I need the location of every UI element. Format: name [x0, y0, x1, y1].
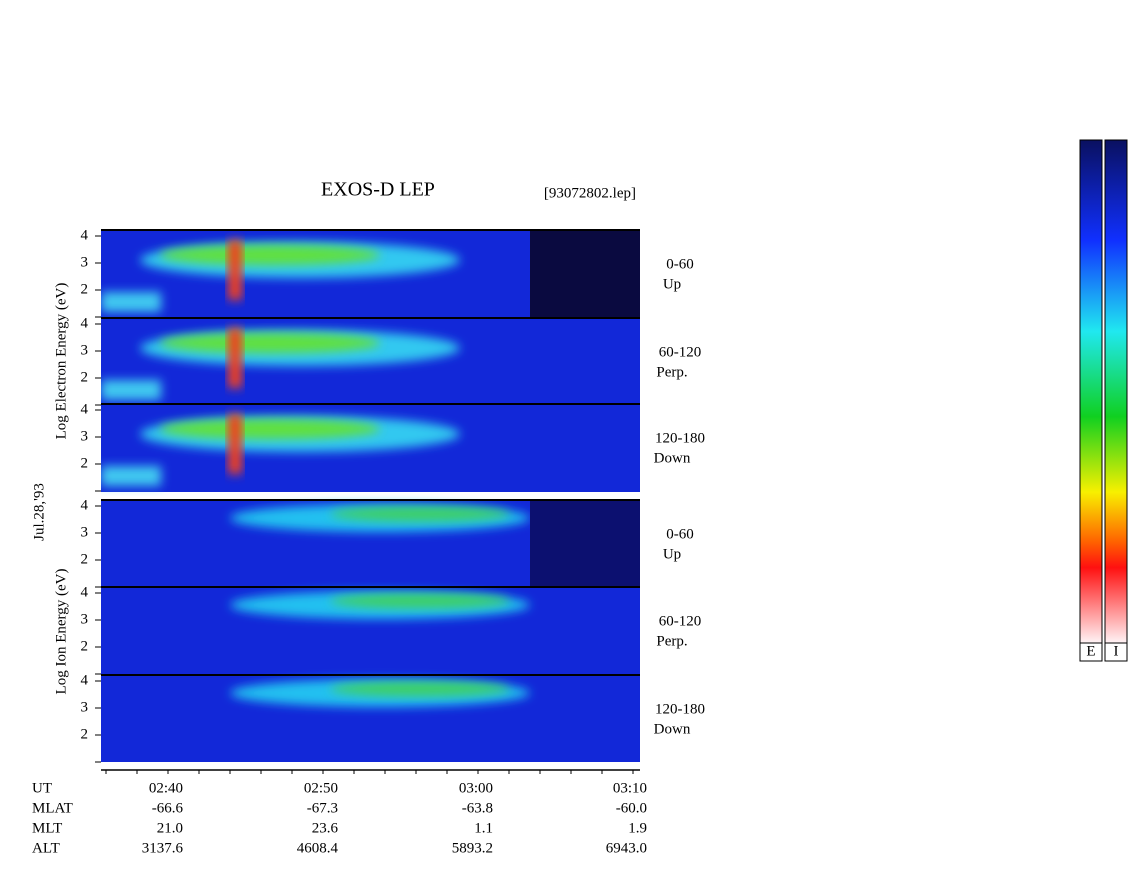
- flux-core: [330, 594, 510, 608]
- tick-label: 3: [81, 611, 89, 627]
- pitch-angle: 60-120: [659, 344, 702, 360]
- pitch-angle: 120-180: [655, 430, 705, 446]
- row-value: 4608.4: [297, 840, 339, 856]
- direction: Perp.: [656, 364, 687, 380]
- direction: Up: [663, 546, 681, 562]
- flux-core: [160, 333, 380, 353]
- tick-label: 3: [81, 524, 89, 540]
- tick-label: 2: [81, 369, 89, 385]
- tick-label: 4: [81, 497, 89, 513]
- axes: Log Electron Energy (eV) 2 3 4 0-60 Up 2 3 4 60-1…: [32, 227, 705, 856]
- flux-core: [160, 245, 380, 265]
- colorbar: [1079, 139, 1103, 644]
- row-label: MLT: [32, 820, 62, 836]
- row-value: -60.0: [616, 800, 647, 816]
- tick-label: 3: [81, 254, 89, 270]
- tick-label: 2: [81, 726, 89, 742]
- date: Jul.28,'93: [31, 483, 47, 541]
- spectrograms: [101, 230, 640, 762]
- tick-label: 4: [81, 401, 89, 417]
- row-value: 5893.2: [452, 840, 493, 856]
- row-value: 6943.0: [606, 840, 647, 856]
- row-label: ALT: [32, 840, 60, 856]
- tick-label: 2: [81, 638, 89, 654]
- row-label: MLAT: [32, 800, 73, 816]
- colorbar-label: E: [1086, 643, 1095, 659]
- direction: Down: [654, 450, 691, 466]
- axis-label: Log Ion Energy (eV): [53, 569, 69, 695]
- tick-label: 2: [81, 281, 89, 297]
- pitch-angle: 60-120: [659, 613, 702, 629]
- axis-label: Log Electron Energy (eV): [53, 283, 69, 440]
- tick-label: 3: [81, 342, 89, 358]
- low-energy-band: [101, 466, 161, 486]
- row-label: UT: [32, 780, 52, 796]
- noise-region: [530, 230, 640, 318]
- burst: [228, 240, 242, 300]
- row-value: 1.9: [628, 820, 647, 836]
- row-value: 1.1: [474, 820, 493, 836]
- low-energy-band: [101, 292, 161, 312]
- direction: Up: [663, 276, 681, 292]
- colorbar-label: I: [1114, 643, 1119, 659]
- burst: [228, 328, 242, 388]
- pitch-angle: 0-60: [666, 256, 694, 272]
- direction: Down: [654, 721, 691, 737]
- tick-label: 2: [81, 455, 89, 471]
- colorbar-label-box: [1104, 642, 1128, 662]
- file-name: [93072802.lep]: [544, 185, 636, 201]
- row-value: -67.3: [307, 800, 338, 816]
- direction: Perp.: [656, 633, 687, 649]
- pitch-angle: 0-60: [666, 526, 694, 542]
- tick-label: 3: [81, 699, 89, 715]
- colorbar-label-box: [1079, 642, 1103, 662]
- pitch-angle: 120-180: [655, 701, 705, 717]
- flux-core: [330, 682, 510, 696]
- tick-label: 4: [81, 584, 89, 600]
- row-value: 03:10: [613, 780, 647, 796]
- row-value: -66.6: [152, 800, 184, 816]
- flux-core: [160, 419, 380, 439]
- row-value: 3137.6: [142, 840, 184, 856]
- tick-label: 4: [81, 672, 89, 688]
- flux-core: [330, 507, 510, 521]
- low-energy-band: [101, 380, 161, 400]
- row-value: 23.6: [312, 820, 339, 836]
- noise-region: [530, 500, 640, 588]
- burst: [228, 414, 242, 474]
- colorbar: [1104, 139, 1128, 644]
- row-value: 21.0: [157, 820, 183, 836]
- row-value: -63.8: [462, 800, 493, 816]
- title: EXOS-D LEP: [321, 179, 435, 201]
- tick-label: 4: [81, 315, 89, 331]
- row-value: 03:00: [459, 780, 493, 796]
- row-value: 02:40: [149, 780, 183, 796]
- tick-label: 4: [81, 227, 89, 243]
- tick-label: 3: [81, 428, 89, 444]
- tick-label: 2: [81, 551, 89, 567]
- row-value: 02:50: [304, 780, 338, 796]
